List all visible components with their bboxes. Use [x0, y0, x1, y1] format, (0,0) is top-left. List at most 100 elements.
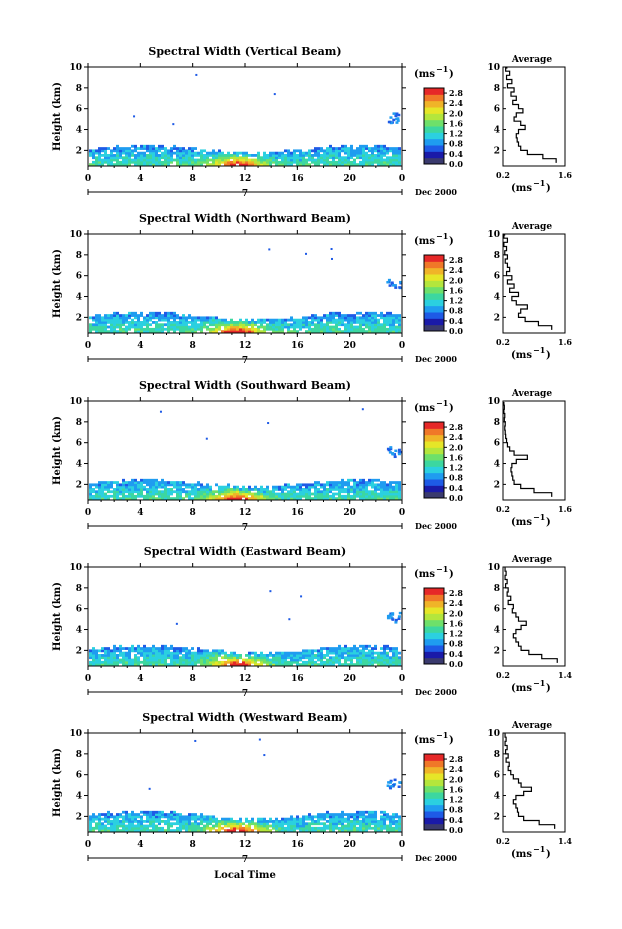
heatmap-cell: [347, 817, 350, 821]
heatmap-cell: [308, 483, 311, 487]
heatmap-cell: [302, 494, 305, 498]
heatmap-cell: [371, 649, 374, 653]
heatmap-cell: [284, 318, 287, 322]
heatmap-cell: [323, 325, 326, 329]
heatmap-cell: [200, 813, 203, 816]
heatmap-cell: [326, 316, 329, 320]
heatmap-cell: [332, 651, 335, 655]
heatmap-cell: [137, 815, 140, 819]
heatmap-cell: [365, 144, 368, 148]
heatmap-cell: [323, 663, 326, 666]
heatmap-cell: [248, 485, 251, 489]
heatmap-cell: [143, 156, 146, 160]
heatmap-cell: [116, 494, 119, 498]
colorbar-tick-label: 0.4: [449, 815, 463, 825]
heatmap-cell: [374, 656, 377, 660]
heatmap-cell: [308, 649, 311, 653]
heatmap-cell: [365, 644, 368, 648]
heatmap-cell: [179, 656, 182, 660]
heatmap-cell: [164, 149, 167, 153]
heatmap-cell: [359, 815, 362, 819]
heatmap-cell: [146, 149, 149, 153]
heatmap-cell: [200, 316, 203, 320]
heatmap-cell: [167, 824, 170, 828]
heatmap-cell: [395, 154, 398, 157]
heatmap-cell: [320, 149, 323, 153]
heatmap-cell: [188, 660, 191, 664]
heatmap-cell: [356, 651, 359, 655]
heatmap-cell: [185, 820, 188, 823]
heatmap-cell: [248, 490, 251, 494]
heatmap-cell: [329, 663, 332, 666]
heatmap-cell: [284, 321, 287, 324]
heatmap-cell: [387, 278, 391, 282]
heatmap-cell: [173, 663, 176, 666]
heatmap-cell: [116, 321, 119, 324]
heatmap-cell: [155, 820, 158, 823]
heatmap-cell: [350, 813, 353, 816]
heatmap-cell: [278, 663, 281, 666]
heatmap-cell: [353, 826, 356, 830]
heatmap-cell: [302, 318, 305, 322]
heatmap-cell: [158, 149, 161, 153]
heatmap-cell: [206, 822, 209, 826]
heatmap-cell: [300, 595, 303, 598]
heatmap-cell: [347, 658, 350, 662]
heatmap-cell: [122, 651, 125, 655]
heatmap-cell: [377, 327, 380, 331]
heatmap-cell: [341, 490, 344, 494]
heatmap-cell: [323, 660, 326, 664]
heatmap-cell: [383, 660, 386, 664]
heatmap-cell: [185, 327, 188, 331]
heatmap-cell: [101, 330, 104, 333]
heatmap-cell: [317, 163, 320, 166]
heatmap-cell: [281, 158, 284, 162]
heatmap-cell: [179, 829, 182, 832]
heatmap-cell: [164, 820, 167, 823]
heatmap-cell: [113, 158, 116, 162]
heatmap-cell: [320, 156, 323, 160]
heatmap-cell: [389, 822, 392, 826]
heatmap-cell: [143, 651, 146, 655]
heatmap-cell: [200, 490, 203, 494]
heatmap-cell: [209, 151, 212, 155]
y-tick-label: 8: [76, 84, 82, 94]
heatmap-cell: [125, 316, 128, 320]
heatmap-cell: [110, 158, 113, 162]
heatmap-cell: [179, 154, 182, 157]
heatmap-cell: [206, 321, 209, 324]
heatmap-cell: [371, 478, 374, 482]
heatmap-cell: [311, 815, 314, 819]
heatmap-cell: [236, 658, 239, 662]
heatmap-cell: [164, 649, 167, 653]
heatmap-cell: [335, 488, 338, 491]
heatmap-cell: [164, 483, 167, 487]
heatmap-cell: [290, 156, 293, 160]
heatmap-cell: [158, 154, 161, 157]
heatmap-cell: [122, 330, 125, 333]
heatmap-cell: [161, 485, 164, 489]
heatmap-cell: [185, 330, 188, 333]
heatmap-cell: [227, 488, 230, 491]
heatmap-cell: [272, 492, 275, 496]
heatmap-cell: [179, 822, 182, 826]
heatmap-cell: [245, 820, 248, 823]
heatmap-cell: [293, 492, 296, 496]
average-profile-line: [505, 67, 557, 163]
heatmap-cell: [380, 826, 383, 830]
heatmap-cell: [134, 321, 137, 324]
heatmap-cell: [254, 330, 257, 333]
heatmap-cell: [377, 149, 380, 153]
heatmap-cell: [332, 154, 335, 157]
heatmap-cell: [359, 163, 362, 166]
heatmap-cell: [224, 654, 227, 657]
heatmap-cell: [92, 488, 95, 491]
average-y-tick-label: 8: [494, 584, 500, 594]
heatmap-cell: [317, 490, 320, 494]
heatmap-cell: [239, 158, 242, 162]
heatmap-cell: [347, 488, 350, 491]
heatmap-cell: [131, 481, 134, 484]
heatmap-cell: [317, 649, 320, 653]
heatmap-cell: [239, 160, 242, 164]
colorbar-swatch: [424, 293, 444, 300]
